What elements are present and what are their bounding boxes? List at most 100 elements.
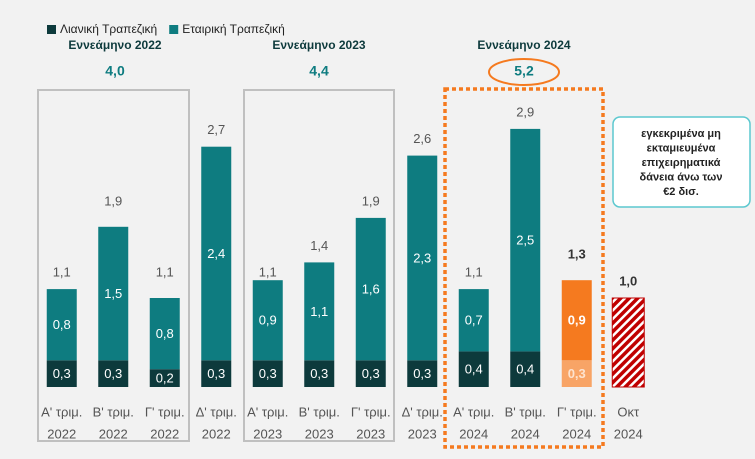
segment-label: 2,4 (207, 246, 225, 261)
group-box-highlight (443, 87, 605, 449)
bar-segment (304, 262, 335, 361)
annotation-text: εκταμιευμένα (647, 142, 716, 154)
segment-label: 0,3 (207, 366, 225, 381)
legend-swatch (169, 25, 179, 34)
segment-label: 0,8 (156, 326, 174, 341)
bar-hatched (611, 297, 645, 388)
x-tick-label: 2024 (511, 426, 540, 441)
x-tick-label: Γ' τριμ. (145, 404, 185, 419)
bar-segment (355, 360, 386, 387)
group-box (37, 89, 190, 442)
segment-label: 0,3 (362, 366, 380, 381)
highlight-ellipse (488, 58, 560, 86)
total-label: 2,9 (516, 104, 534, 119)
bar-segment (407, 155, 438, 361)
bar-segment (46, 360, 77, 387)
segment-label: 0,9 (259, 313, 277, 328)
legend-label: Λιανική Τραπεζική (60, 22, 157, 36)
total-label: 1,3 (568, 247, 586, 262)
total-label: 1,1 (259, 265, 277, 280)
total-label: 1,0 (619, 273, 637, 288)
bar-segment (561, 360, 592, 387)
bar-segment (561, 280, 592, 361)
total-label: 2,7 (207, 122, 225, 137)
bar-segment (98, 360, 129, 387)
segment-label: 0,9 (568, 313, 586, 328)
segment-label: 0,2 (156, 371, 174, 386)
bar-segment (201, 146, 232, 361)
total-label: 1,9 (104, 193, 122, 208)
x-tick-label: Β' τριμ. (299, 404, 340, 419)
annotation-text: εγκεκριμένα μη (641, 128, 721, 140)
bar-segment (252, 360, 283, 387)
x-tick-label: 2022 (150, 426, 179, 441)
segment-label: 0,4 (516, 362, 534, 377)
bar-segment (46, 289, 77, 361)
group-title: Εννεάμηνο 2022 (68, 38, 161, 52)
x-tick-label: 2023 (305, 426, 334, 441)
x-tick-label: Α' τριμ. (247, 404, 288, 419)
legend-label: Εταιρική Τραπεζική (182, 22, 285, 36)
legend-swatch (47, 25, 56, 34)
total-label: 1,1 (156, 265, 174, 280)
total-label: 2,6 (413, 131, 431, 146)
group-total: 4,0 (105, 63, 125, 79)
bar-segment (252, 280, 283, 361)
segment-label: 1,1 (310, 304, 328, 319)
x-tick-label: Οκτ (617, 404, 640, 419)
x-tick-label: 2024 (562, 426, 591, 441)
bar-segment (407, 360, 438, 387)
x-tick-label: 2022 (47, 426, 76, 441)
group-title: Εννεάμηνο 2024 (477, 38, 570, 52)
x-tick-label: 2022 (202, 426, 231, 441)
bar-segment (149, 369, 180, 387)
total-label: 1,1 (465, 265, 483, 280)
segment-label: 0,3 (310, 366, 328, 381)
annotation-text: €2 δισ. (663, 186, 699, 198)
total-label: 1,9 (362, 193, 380, 208)
bar-segment (458, 351, 489, 387)
group-box (243, 89, 395, 442)
group-title: Εννεάμηνο 2023 (272, 38, 365, 52)
x-tick-label: Γ' τριμ. (557, 404, 597, 419)
x-tick-label: Α' τριμ. (41, 404, 82, 419)
bar-segment (355, 217, 386, 361)
x-tick-label: Β' τριμ. (505, 404, 546, 419)
segment-label: 0,4 (465, 362, 483, 377)
x-tick-label: 2022 (99, 426, 128, 441)
bar-segment (201, 360, 232, 387)
bar-segment (458, 289, 489, 352)
segment-label: 1,5 (104, 286, 122, 301)
x-tick-label: 2024 (614, 426, 643, 441)
bar-segment (149, 298, 180, 370)
total-label: 1,4 (310, 238, 328, 253)
segment-label: 0,3 (413, 366, 431, 381)
x-tick-label: Γ' τριμ. (351, 404, 391, 419)
segment-label: 2,3 (413, 250, 431, 265)
bar-segment (510, 128, 541, 352)
annotation-box (612, 116, 751, 208)
segment-label: 0,3 (259, 366, 277, 381)
segment-label: 0,8 (53, 317, 71, 332)
x-tick-label: 2023 (253, 426, 282, 441)
bar-segment (510, 351, 541, 387)
x-tick-label: 2023 (356, 426, 385, 441)
bar-segment (98, 226, 129, 361)
segment-label: 0,7 (465, 313, 483, 328)
total-label: 1,1 (53, 265, 71, 280)
x-tick-label: 2023 (408, 426, 437, 441)
x-tick-label: Δ' τριμ. (196, 404, 237, 419)
annotation-text: επιχειρηματικά (642, 157, 721, 169)
segment-label: 1,6 (362, 282, 380, 297)
annotation-text: δάνεια άνω των (640, 171, 723, 183)
x-tick-label: Α' τριμ. (453, 404, 494, 419)
bar-segment (304, 360, 335, 387)
segment-label: 0,3 (53, 366, 71, 381)
x-tick-label: Β' τριμ. (93, 404, 134, 419)
x-tick-label: 2024 (459, 426, 488, 441)
segment-label: 0,3 (104, 366, 122, 381)
x-tick-label: Δ' τριμ. (402, 404, 443, 419)
group-total: 5,2 (514, 63, 534, 79)
segment-label: 2,5 (516, 233, 534, 248)
